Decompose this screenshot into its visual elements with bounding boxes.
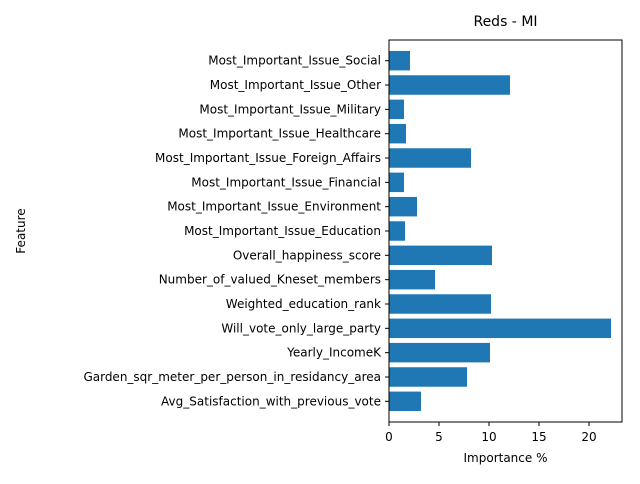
y-tick-label: Number_of_valued_Kneset_members [159,273,381,287]
bar-Most_Important_Issue_Foreign_Affairs [389,148,471,168]
x-tick-label: 5 [435,430,443,444]
bar-Most_Important_Issue_Education [389,221,405,241]
y-axis-label: Feature [14,208,28,253]
y-tick-label: Garden_sqr_meter_per_person_in_residancy… [83,370,381,384]
bar-Most_Important_Issue_Military [389,99,404,120]
x-tick-label: 20 [581,430,596,444]
bar-Most_Important_Issue_Social [389,50,410,71]
x-axis-ticks: 0 5 10 15 20 [385,422,597,444]
bar-Will_vote_only_large_party [389,318,611,339]
y-tick-label: Overall_happiness_score [233,248,381,262]
bar-Most_Important_Issue_Financial [389,172,404,193]
bar-Garden_sqr_meter_per_person_in_residancy_area [389,367,467,387]
x-tick-label: 10 [481,430,496,444]
y-tick-label: Most_Important_Issue_Foreign_Affairs [155,151,381,165]
y-tick-label: Most_Important_Issue_Financial [191,175,381,189]
bars-layer [389,50,611,412]
bar-Most_Important_Issue_Healthcare [389,123,406,144]
y-tick-label: Most_Important_Issue_Education [184,224,381,238]
y-tick-label: Most_Important_Issue_Environment [167,200,381,214]
x-axis-label: Importance % [464,451,548,465]
bar-Yearly_IncomeK [389,342,490,363]
y-tick-label: Yearly_IncomeK [286,346,382,360]
bar-Overall_happiness_score [389,245,492,266]
bar-Weighted_education_rank [389,294,491,314]
y-tick-label: Most_Important_Issue_Healthcare [178,127,381,141]
y-tick-label: Most_Important_Issue_Social [208,54,381,68]
bar-Avg_Satisfaction_with_previous_vote [389,391,421,412]
bar-Number_of_valued_Kneset_members [389,269,435,290]
y-tick-label: Avg_Satisfaction_with_previous_vote [161,394,381,408]
y-tick-label: Most_Important_Issue_Military [199,102,381,116]
bar-Most_Important_Issue_Environment [389,196,417,217]
y-tick-label: Weighted_education_rank [226,297,381,311]
bar-Most_Important_Issue_Other [389,75,510,95]
plot-frame [388,39,623,423]
x-tick-label: 0 [385,430,393,444]
y-tick-label: Will_vote_only_large_party [221,321,381,335]
y-tick-label: Most_Important_Issue_Other [210,78,381,92]
chart-title: Reds - MI [473,14,537,30]
x-tick-label: 15 [531,430,546,444]
y-axis-ticks: Most_Important_Issue_Social Most_Importan… [83,54,389,408]
